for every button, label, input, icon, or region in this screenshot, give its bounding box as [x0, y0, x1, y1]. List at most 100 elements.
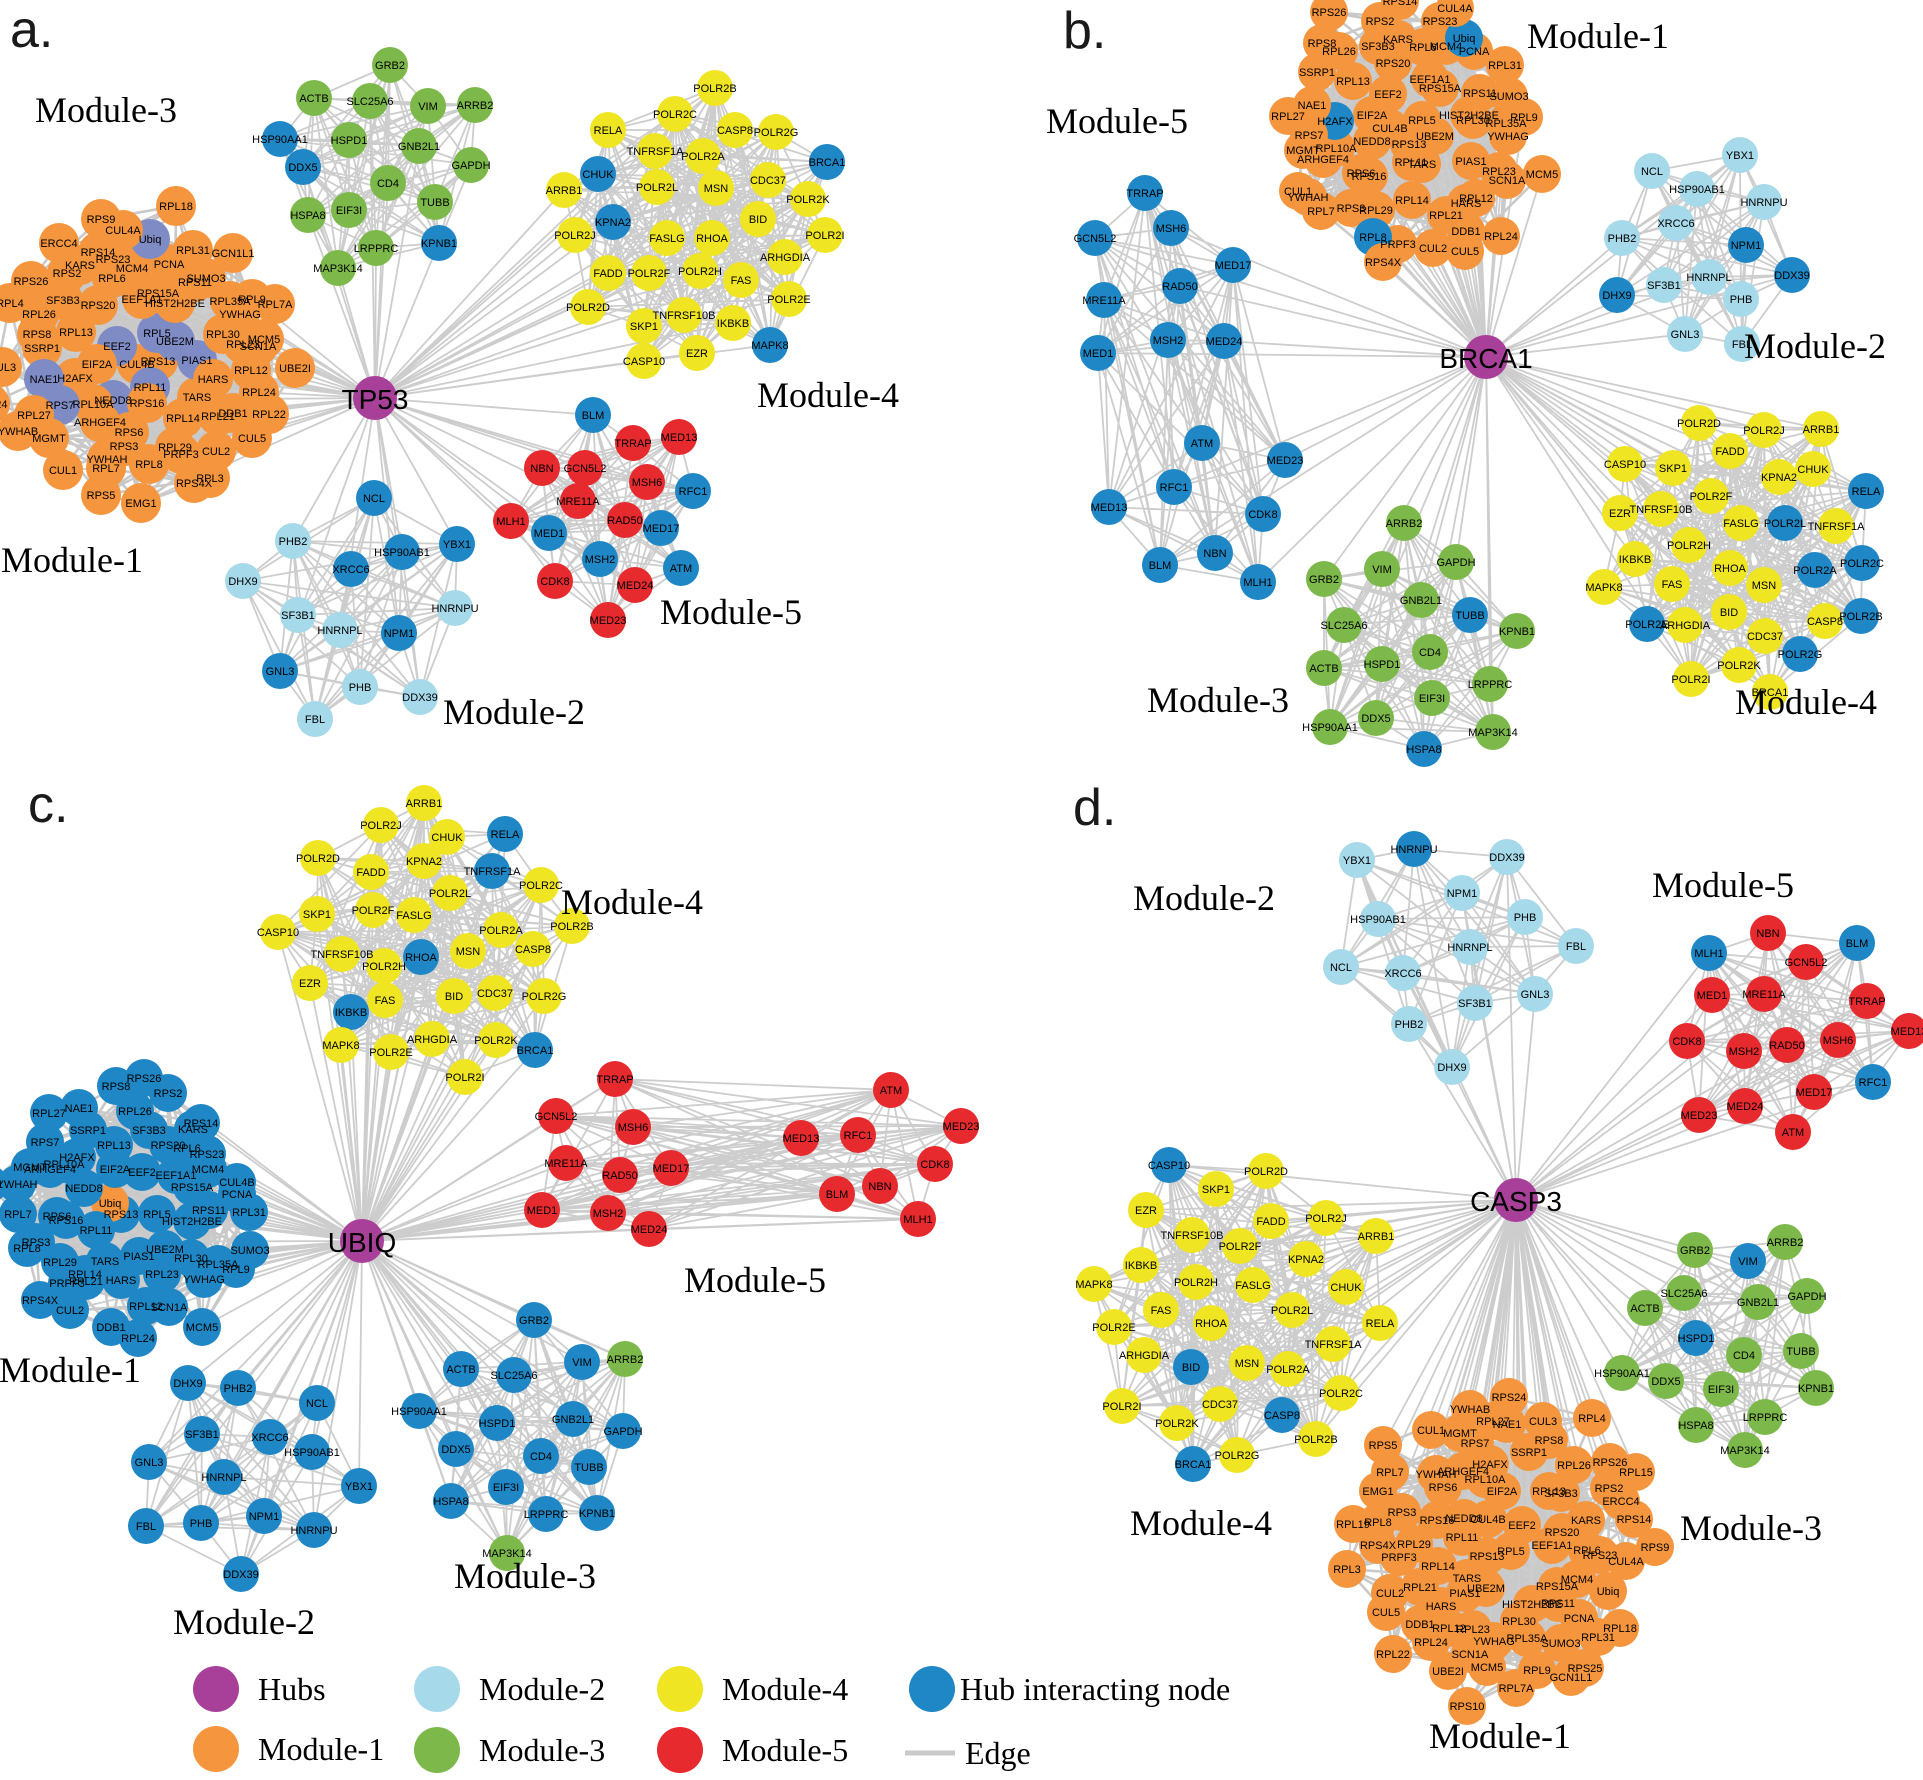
svg-text:GCN5L2: GCN5L2 [1785, 957, 1828, 969]
svg-text:CDK8: CDK8 [540, 576, 569, 588]
svg-text:Edge: Edge [965, 1735, 1031, 1771]
svg-text:RPL30: RPL30 [206, 329, 240, 341]
svg-text:FADD: FADD [1256, 1216, 1285, 1228]
svg-text:FAS: FAS [1662, 579, 1683, 591]
svg-text:SF3B1: SF3B1 [281, 610, 315, 622]
svg-text:GAPDH: GAPDH [603, 1426, 642, 1438]
svg-text:BID: BID [749, 214, 767, 226]
svg-text:RPS2: RPS2 [154, 1088, 183, 1100]
svg-text:PHB2: PHB2 [279, 536, 308, 548]
svg-text:EEF2: EEF2 [1508, 1520, 1536, 1532]
svg-text:DHX9: DHX9 [1602, 290, 1631, 302]
svg-text:CUL4B: CUL4B [119, 359, 154, 371]
svg-text:PIAS1: PIAS1 [123, 1251, 154, 1263]
svg-text:RPL24: RPL24 [1484, 231, 1518, 243]
svg-text:RPS6: RPS6 [43, 1211, 72, 1223]
svg-text:RPS23: RPS23 [1423, 16, 1458, 28]
svg-text:CUL4B: CUL4B [1372, 123, 1407, 135]
svg-text:RPS8: RPS8 [1535, 1435, 1564, 1447]
svg-text:RPL24: RPL24 [1414, 1637, 1448, 1649]
svg-text:KPNA2: KPNA2 [595, 217, 631, 229]
svg-text:Module-5: Module-5 [1046, 101, 1188, 141]
svg-text:RPL12: RPL12 [129, 1301, 163, 1313]
svg-text:RPL9: RPL9 [222, 1264, 250, 1276]
svg-text:FASLG: FASLG [396, 910, 431, 922]
svg-text:UBE2M: UBE2M [1467, 1583, 1505, 1595]
svg-text:MSH2: MSH2 [1729, 1046, 1760, 1058]
svg-text:RPS3: RPS3 [110, 441, 139, 453]
svg-text:RPL12: RPL12 [1459, 193, 1493, 205]
svg-text:RPS3: RPS3 [1337, 203, 1366, 215]
svg-text:UBE2I: UBE2I [1432, 1666, 1464, 1678]
svg-text:TNFRSF1A: TNFRSF1A [627, 146, 685, 158]
svg-text:RPL30: RPL30 [1502, 1616, 1536, 1628]
svg-text:KPNA2: KPNA2 [406, 856, 442, 868]
svg-text:TNFRSF10B: TNFRSF10B [1161, 1230, 1224, 1242]
svg-text:c.: c. [28, 776, 68, 834]
svg-text:RPL13: RPL13 [1336, 76, 1370, 88]
svg-text:Module-4: Module-4 [757, 375, 899, 415]
svg-text:RPS14: RPS14 [1383, 0, 1418, 8]
svg-text:SLC25A6: SLC25A6 [490, 1370, 537, 1382]
svg-text:MGMT: MGMT [13, 1162, 47, 1174]
svg-text:RHOA: RHOA [1195, 1318, 1227, 1330]
svg-text:EEF2: EEF2 [128, 1167, 156, 1179]
svg-text:SUMO3: SUMO3 [1541, 1638, 1580, 1650]
svg-text:RHOA: RHOA [1714, 563, 1746, 575]
svg-text:Module-1: Module-1 [1527, 16, 1669, 56]
svg-text:GCN1L1: GCN1L1 [212, 248, 255, 260]
svg-text:POLR2H: POLR2H [678, 266, 722, 278]
svg-text:CASP10: CASP10 [1148, 1160, 1190, 1172]
svg-text:NAE1: NAE1 [65, 1103, 94, 1115]
svg-text:MAPK8: MAPK8 [1075, 1279, 1112, 1291]
svg-text:CASP8: CASP8 [1264, 1410, 1300, 1422]
svg-text:POLR2L: POLR2L [1271, 1305, 1313, 1317]
svg-text:RPL31: RPL31 [1488, 60, 1522, 72]
svg-text:MED24: MED24 [1727, 1101, 1764, 1113]
svg-text:NBN: NBN [868, 1181, 891, 1193]
svg-text:RPL13: RPL13 [1532, 1486, 1566, 1498]
svg-text:Module-5: Module-5 [1652, 865, 1794, 905]
svg-text:EZR: EZR [686, 348, 708, 360]
svg-text:KPNB1: KPNB1 [1798, 1383, 1834, 1395]
svg-text:RPS6: RPS6 [1347, 168, 1376, 180]
svg-text:GNB2L1: GNB2L1 [552, 1414, 594, 1426]
svg-text:MED17: MED17 [1215, 260, 1252, 272]
svg-text:ARHGEF4: ARHGEF4 [74, 417, 126, 429]
svg-text:d.: d. [1073, 779, 1116, 837]
svg-text:EEF1A1: EEF1A1 [122, 294, 163, 306]
svg-text:RFC1: RFC1 [844, 1130, 873, 1142]
svg-text:MCM4: MCM4 [1430, 41, 1462, 53]
svg-text:RPL35A: RPL35A [198, 1259, 240, 1271]
svg-text:DDX39: DDX39 [1774, 270, 1809, 282]
svg-text:TNFRSF10B: TNFRSF10B [653, 310, 716, 322]
svg-text:EMG1: EMG1 [1362, 1486, 1393, 1498]
svg-text:POLR2E: POLR2E [1092, 1322, 1135, 1334]
svg-text:SSRP1: SSRP1 [1299, 67, 1335, 79]
svg-text:MED23: MED23 [590, 615, 627, 627]
svg-text:EIF3I: EIF3I [336, 205, 362, 217]
svg-text:RPL3: RPL3 [1333, 1564, 1361, 1576]
svg-text:XRCC6: XRCC6 [251, 1432, 288, 1444]
svg-text:RPS14: RPS14 [184, 1118, 219, 1130]
svg-text:RPL29: RPL29 [1359, 205, 1393, 217]
svg-text:ARHGEF4: ARHGEF4 [1437, 1466, 1489, 1478]
svg-text:MRE11A: MRE11A [556, 496, 600, 508]
svg-text:RPL22: RPL22 [1376, 1649, 1410, 1661]
svg-text:Module-1: Module-1 [1, 540, 143, 580]
svg-text:HIST2H2BE: HIST2H2BE [145, 298, 205, 310]
svg-text:POLR2I: POLR2I [445, 1072, 484, 1084]
svg-text:NEDD8: NEDD8 [1353, 136, 1390, 148]
svg-text:ARRB1: ARRB1 [1803, 424, 1840, 436]
svg-text:RPL23: RPL23 [1456, 1624, 1490, 1636]
svg-text:SF3B1: SF3B1 [1458, 998, 1492, 1010]
svg-text:SF3B1: SF3B1 [185, 1429, 219, 1441]
svg-text:SSRP1: SSRP1 [24, 343, 60, 355]
svg-text:MED13: MED13 [1891, 1026, 1923, 1038]
svg-text:Module-1: Module-1 [0, 1350, 141, 1390]
svg-text:RPL27: RPL27 [32, 1108, 66, 1120]
svg-text:RPL22: RPL22 [252, 409, 286, 421]
svg-text:YBX1: YBX1 [1343, 855, 1371, 867]
svg-text:ARRB2: ARRB2 [457, 100, 494, 112]
svg-text:SSRP1: SSRP1 [70, 1125, 106, 1137]
